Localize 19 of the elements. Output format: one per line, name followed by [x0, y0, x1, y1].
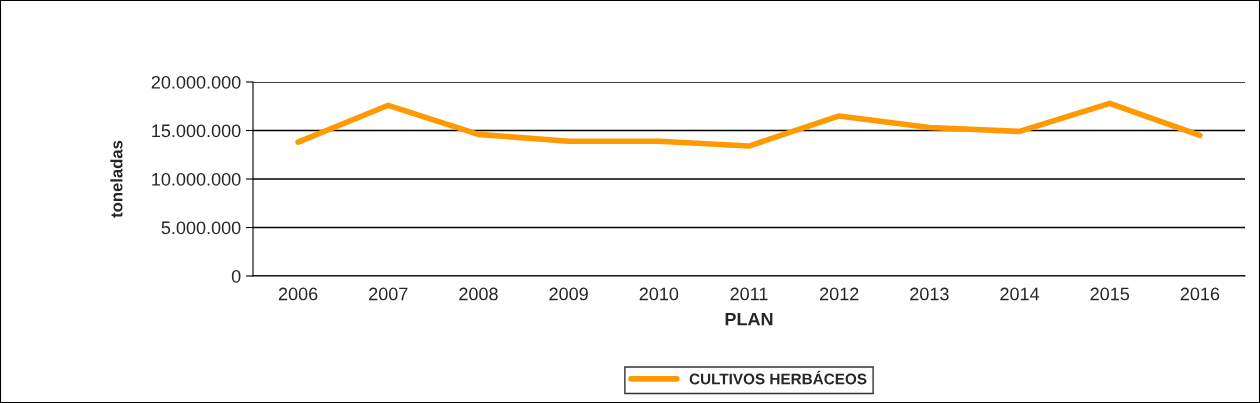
- y-tick-label: 15.000.000: [152, 124, 241, 138]
- x-tick-label: 2013: [910, 287, 949, 301]
- x-axis-title: PLAN: [725, 312, 773, 326]
- x-tick-label: 2012: [820, 287, 859, 301]
- x-tick-label: 2007: [369, 287, 408, 301]
- x-tick-label: 2015: [1090, 287, 1130, 301]
- x-tick-label: 2010: [639, 287, 679, 301]
- y-tick-label: 20.000.000: [151, 75, 241, 89]
- y-tick-label: 0: [231, 269, 241, 283]
- x-tick-label: 2009: [549, 287, 588, 301]
- x-tick-label: 2006: [278, 287, 318, 301]
- x-tick-label: 2011: [730, 287, 768, 301]
- x-tick-label: 2014: [1000, 287, 1040, 301]
- x-tick-label: 2008: [459, 287, 498, 301]
- y-axis-title: toneladas: [110, 140, 123, 218]
- y-tick-label: 10.000.000: [152, 172, 241, 186]
- x-tick-label: 2016: [1180, 287, 1220, 301]
- legend-label: CULTIVOS HERBÁCEOS: [689, 370, 867, 385]
- y-tick-label: 5.000.000: [161, 221, 241, 235]
